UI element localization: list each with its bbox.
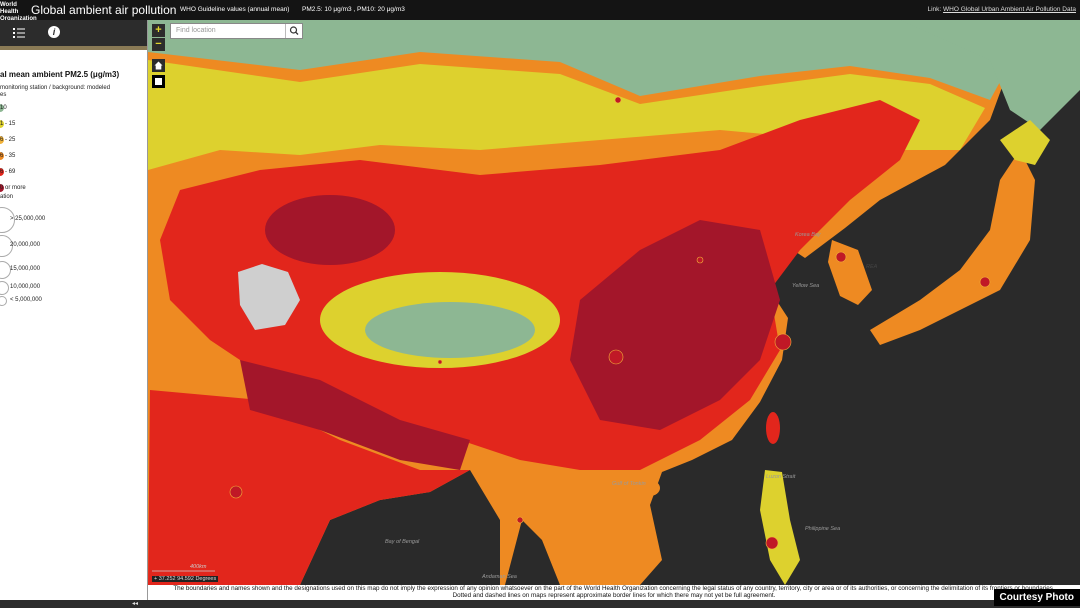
legend-swatch xyxy=(0,120,4,128)
taiwan xyxy=(766,412,780,444)
legend-class-label: 6 - 35 xyxy=(0,153,16,159)
population-label: 20,000,000 xyxy=(10,242,41,248)
legend-class-label: 0 or more xyxy=(0,185,26,191)
sea-label: Bay of Bengal xyxy=(385,539,420,545)
population-symbol xyxy=(0,281,9,295)
disclaimer-line: Dotted and dashed lines on maps represen… xyxy=(452,592,776,599)
legend-class-label: 1 - 15 xyxy=(0,121,16,127)
population-title: ation xyxy=(0,194,14,200)
info-button[interactable]: i xyxy=(48,26,60,38)
link-label: Link: xyxy=(927,6,942,13)
population-label: 15,000,000 xyxy=(10,266,41,272)
search-placeholder: Find location xyxy=(176,27,216,34)
locate-button[interactable] xyxy=(152,75,165,88)
country-label: REA xyxy=(866,264,878,270)
yellow-zone xyxy=(148,60,985,170)
sea-label: Yellow Sea xyxy=(792,283,819,289)
legend-swatch xyxy=(0,184,4,192)
population-symbol xyxy=(0,296,7,306)
app-title: Global ambient air pollution xyxy=(31,3,177,17)
sea-label: Gulf of Tonkin xyxy=(612,481,646,487)
legend-swatch xyxy=(0,104,4,112)
legend-swatch xyxy=(0,136,4,144)
japan xyxy=(870,150,1035,345)
legend-swatch xyxy=(0,168,4,176)
bay-of-bengal xyxy=(300,470,500,585)
green-zone xyxy=(148,20,1012,100)
header: World Health Organization Global ambient… xyxy=(0,0,1080,22)
link-text[interactable]: WHO Global Urban Ambient Air Pollution D… xyxy=(943,6,1076,13)
collapse-button[interactable]: ◂◂ xyxy=(132,601,139,607)
map-canvas[interactable]: Korea Bay Yellow Sea REA Gulf of Tonkin … xyxy=(148,20,1080,585)
green-zone-tibet xyxy=(365,302,535,358)
sea-label: Korea Bay xyxy=(795,232,822,238)
legend-subtitle: monitoring station / background: modeled xyxy=(0,85,111,91)
guideline-label: WHO Guideline values (annual mean) xyxy=(180,6,290,13)
kashmir xyxy=(238,264,300,330)
bottom-bar: ◂◂ xyxy=(0,600,1080,608)
search-button[interactable] xyxy=(285,24,302,38)
hokkaido xyxy=(1000,120,1050,165)
photo-credit: Courtesy Photo xyxy=(993,589,1080,606)
disclaimer-line: The boundaries and names shown and the d… xyxy=(173,585,1055,592)
sidebar-toolbar: i xyxy=(0,20,147,50)
search-box[interactable]: Find location xyxy=(170,23,303,39)
hainan xyxy=(640,480,660,496)
stations xyxy=(229,96,991,550)
legend-class-label: 6 - 25 xyxy=(0,137,16,143)
map[interactable]: Korea Bay Yellow Sea REA Gulf of Tonkin … xyxy=(148,20,1080,585)
legend-button[interactable] xyxy=(13,27,25,39)
sea-label: Luzon Strait xyxy=(766,474,796,480)
red-zone-india xyxy=(148,390,470,585)
guideline-values: PM2.5: 10 μg/m3 , PM10: 20 μg/m3 xyxy=(302,6,405,13)
scale-label: 400km xyxy=(190,564,207,570)
dark-red-zone xyxy=(240,360,470,470)
disclaimer: The boundaries and names shown and the d… xyxy=(148,585,1080,600)
sea-label: Philippine Sea xyxy=(805,526,840,532)
legend-title: al mean ambient PM2.5 (μg/m3) xyxy=(0,70,120,79)
zoom-out[interactable]: − xyxy=(152,38,165,51)
green-zone-east xyxy=(900,20,1080,130)
sea-label: Andaman Sea xyxy=(481,574,517,580)
legend-class-label: 6 - 69 xyxy=(0,169,16,175)
sidebar: i al mean ambient PM2.5 (μg/m3) monitori… xyxy=(0,20,148,600)
population-label: 10,000,000 xyxy=(10,284,41,290)
dark-red-zone xyxy=(265,195,395,265)
who-logo: World Health Organization xyxy=(0,2,37,22)
coordinates-text: 37.252 94.592 Degrees xyxy=(158,576,217,582)
dark-red-zone xyxy=(570,220,780,430)
zoom-in[interactable]: + xyxy=(152,24,165,37)
legend-subtitle: es xyxy=(0,92,7,98)
philippines xyxy=(760,470,800,585)
population-label: > 25,000,000 xyxy=(10,216,46,222)
data-link: Link: WHO Global Urban Ambient Air Pollu… xyxy=(928,6,1077,13)
legend-swatch xyxy=(0,152,4,160)
coordinates: + 37.252 94.592 Degrees xyxy=(152,576,219,582)
population-label: < 5,000,000 xyxy=(10,297,42,303)
home-button[interactable] xyxy=(152,59,165,72)
legend-class-label: 10 xyxy=(0,105,7,111)
